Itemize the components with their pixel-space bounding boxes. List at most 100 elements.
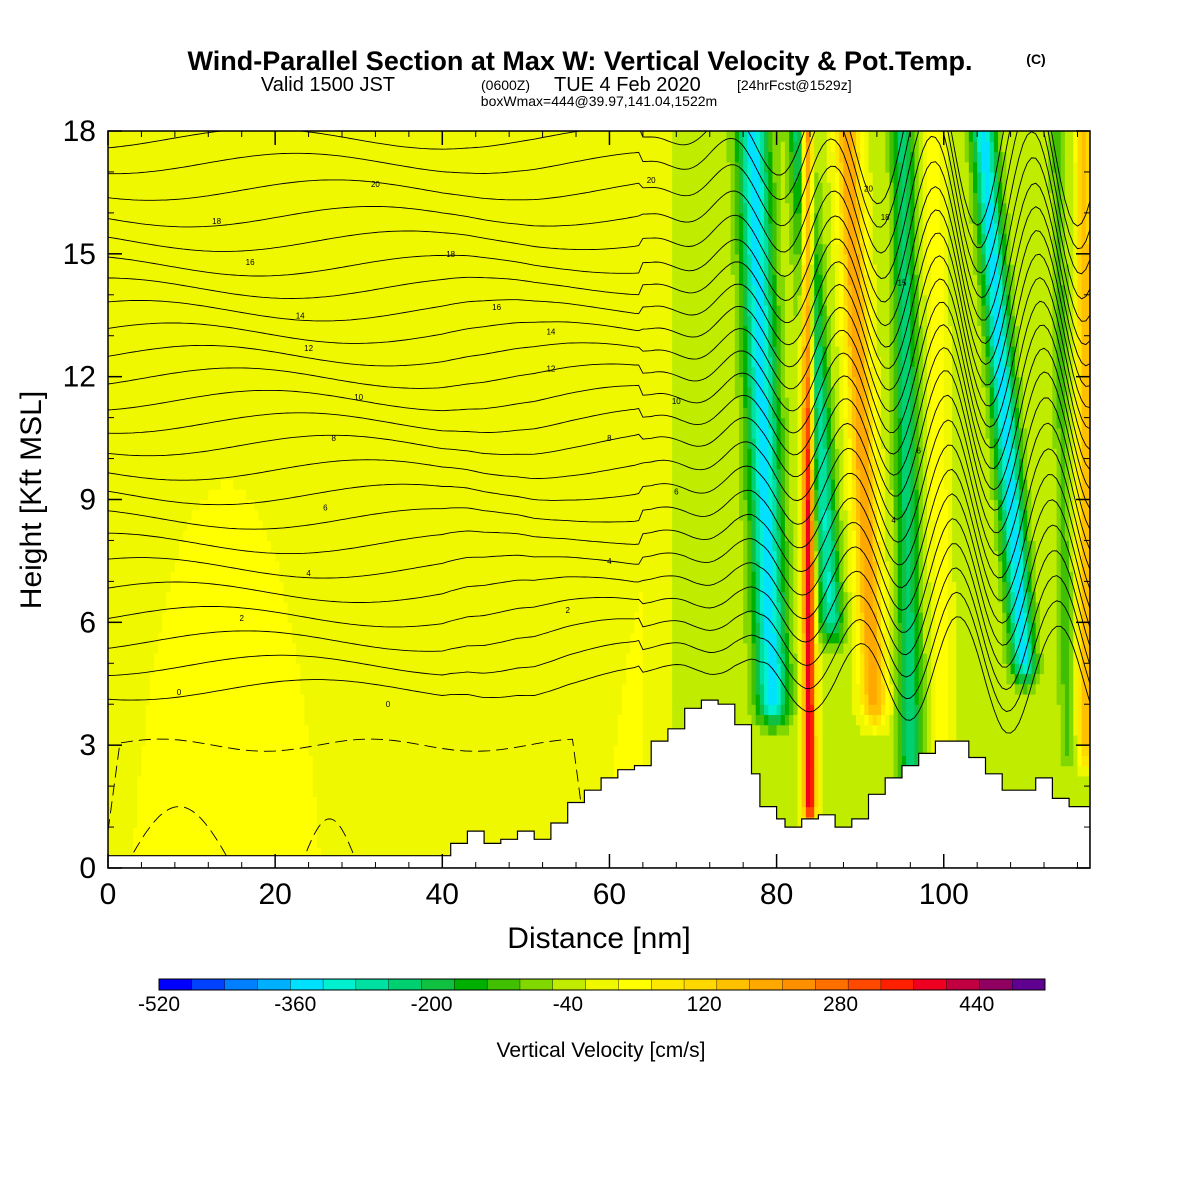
w-field-cell <box>392 274 397 286</box>
w-field-cell <box>312 438 318 449</box>
w-field-cell <box>270 376 276 388</box>
w-field-cell <box>296 509 301 521</box>
w-field-cell <box>383 294 389 306</box>
w-field-cell <box>254 683 260 695</box>
w-field-cell <box>304 448 310 460</box>
w-field-cell <box>312 550 318 562</box>
w-field-cell <box>262 223 268 234</box>
w-field-cell <box>241 448 247 460</box>
w-field-cell <box>262 837 268 849</box>
w-field-cell <box>124 233 130 245</box>
w-field-cell <box>170 734 176 746</box>
w-field-cell <box>133 673 138 685</box>
w-field-cell <box>266 653 272 664</box>
w-field-cell <box>245 417 251 429</box>
w-field-cell <box>262 663 268 675</box>
w-field-cell <box>149 468 155 480</box>
w-field-cell <box>199 796 205 808</box>
w-field-cell <box>199 591 205 603</box>
w-field-cell <box>216 622 222 634</box>
w-field-cell <box>128 161 134 173</box>
w-field-cell <box>287 673 293 685</box>
w-field-cell <box>145 171 151 183</box>
w-field-cell <box>342 581 347 593</box>
w-field-cell <box>304 151 310 163</box>
w-field-cell <box>321 786 326 797</box>
w-field-cell <box>329 489 335 501</box>
w-field-cell <box>137 693 143 705</box>
w-field-cell <box>191 376 197 388</box>
w-field-cell <box>279 663 285 675</box>
w-field-cell <box>312 284 318 296</box>
w-field-cell <box>245 571 251 582</box>
w-field-cell <box>342 182 347 194</box>
w-field-cell <box>312 182 318 194</box>
w-field-cell <box>383 693 389 705</box>
w-field-cell <box>291 233 297 245</box>
w-field-cell <box>358 407 364 419</box>
w-field-cell <box>329 253 335 265</box>
w-field-cell <box>283 693 289 705</box>
w-field-cell <box>199 816 205 828</box>
w-field-cell <box>133 223 138 234</box>
w-field-cell <box>266 356 272 368</box>
w-field-cell <box>387 632 393 644</box>
w-field-cell <box>128 540 134 552</box>
w-field-cell <box>116 294 122 306</box>
w-field-cell <box>158 734 163 746</box>
w-field-cell <box>262 571 268 582</box>
w-field-cell <box>128 192 134 204</box>
w-field-cell <box>116 591 122 603</box>
w-field-cell <box>179 131 184 142</box>
w-field-cell <box>266 448 272 460</box>
w-field-cell <box>233 530 239 542</box>
w-field-cell <box>283 775 289 787</box>
w-field-cell <box>250 458 255 470</box>
w-field-cell <box>275 683 280 695</box>
w-field-cell <box>379 468 385 480</box>
w-field-cell <box>229 131 234 142</box>
w-field-cell <box>379 663 385 675</box>
w-field-cell <box>170 274 176 286</box>
w-field-cell <box>379 448 385 460</box>
w-field-cell <box>325 345 331 357</box>
w-field-cell <box>204 673 209 685</box>
w-field-cell <box>170 612 176 623</box>
w-field-cell <box>120 438 126 449</box>
w-field-cell <box>325 622 331 634</box>
w-field-cell <box>358 253 364 265</box>
w-field-cell <box>258 192 264 204</box>
w-field-cell <box>367 796 372 808</box>
w-field-cell <box>312 202 318 214</box>
w-field-cell <box>275 427 280 439</box>
w-field-cell <box>316 305 322 316</box>
w-field-cell <box>195 591 201 603</box>
w-field-cell <box>325 550 331 562</box>
w-field-cell <box>179 274 184 286</box>
w-field-cell <box>216 223 222 234</box>
w-field-cell <box>279 212 285 224</box>
w-field-cell <box>304 806 310 818</box>
w-field-cell <box>346 632 351 644</box>
w-field-cell <box>245 653 251 664</box>
w-field-cell <box>120 734 126 746</box>
w-field-cell <box>296 601 301 613</box>
w-field-cell <box>212 786 218 797</box>
w-field-cell <box>254 141 260 153</box>
w-field-cell <box>300 632 305 644</box>
w-field-cell <box>296 171 301 183</box>
w-field-cell <box>337 581 343 593</box>
w-field-cell <box>346 131 351 142</box>
w-field-cell <box>300 458 305 470</box>
w-field-cell <box>333 693 339 705</box>
w-field-cell <box>112 438 117 449</box>
w-field-cell <box>187 212 193 224</box>
w-field-cell <box>225 786 230 797</box>
w-field-cell <box>358 612 364 623</box>
w-field-cell <box>187 305 193 316</box>
w-field-cell <box>233 519 239 531</box>
w-field-cell <box>204 519 209 531</box>
w-field-cell <box>321 366 326 378</box>
w-field-cell <box>233 540 239 552</box>
w-field-cell <box>396 663 402 675</box>
